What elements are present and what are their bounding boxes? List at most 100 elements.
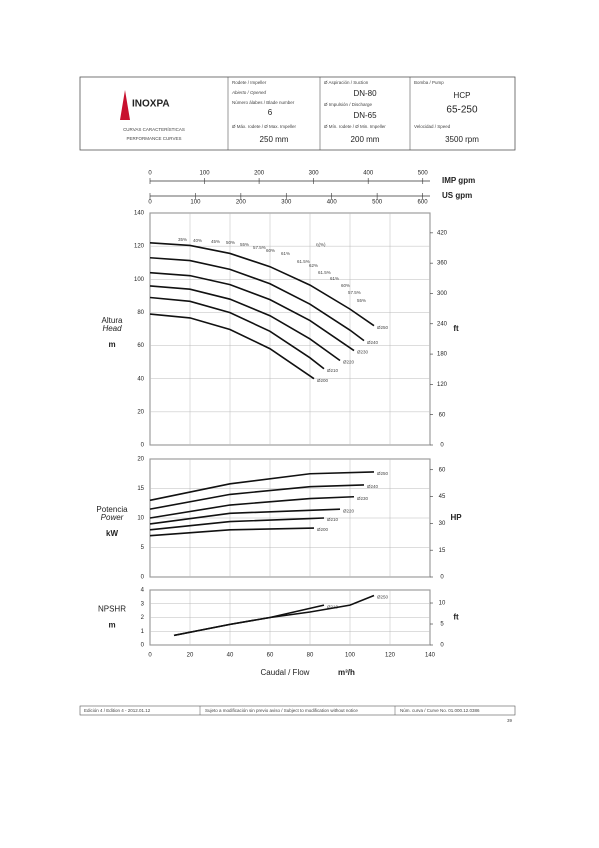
efficiency-label: 55% (240, 242, 249, 247)
y-tick-label: 80 (137, 310, 144, 316)
y2-tick-label: 5 (440, 622, 444, 628)
field-value: Abierto / Opened (231, 90, 267, 95)
curve (149, 242, 375, 327)
y2-unit: ft (453, 613, 459, 622)
curve-label: Ø240 (367, 484, 379, 489)
y2-tick-label: 30 (439, 521, 446, 527)
y-tick-label: 0 (141, 643, 145, 649)
field-label: Bomba / Pump (414, 80, 444, 85)
y-tick-label: 1 (141, 629, 145, 635)
y-tick-label: 60 (137, 343, 144, 349)
curve (149, 517, 325, 531)
efficiency-label: 60% (341, 283, 350, 288)
curve-label: Ø210 (327, 604, 339, 609)
curve-label: Ø250 (377, 471, 389, 476)
curve (173, 594, 375, 637)
curve-label: Ø210 (327, 517, 339, 522)
y-tick-label: 10 (137, 516, 144, 522)
top-tick-label: 600 (418, 200, 429, 206)
efficiency-label: 55% (357, 298, 366, 303)
curve-label: Ø220 (343, 360, 355, 365)
y2-tick-label: 45 (439, 494, 446, 500)
efficiency-label: 50% (226, 240, 235, 245)
y-tick-label: 15 (137, 486, 144, 492)
curve (149, 313, 315, 380)
field-label: Ø Aspiración / Suction (324, 80, 369, 85)
y-tick-label: 120 (134, 244, 145, 250)
y-tick-label: 0 (141, 575, 145, 581)
curve (149, 508, 341, 525)
field-label: Ø Máx. rodete / Ø Max. Impeller (232, 124, 297, 129)
x-tick-label: 20 (187, 653, 194, 659)
efficiency-label: 61.5% (318, 270, 331, 275)
curve (149, 495, 355, 519)
y-tick-label: 2 (141, 615, 145, 621)
field-value: 6 (268, 108, 273, 117)
top-tick-label: 400 (327, 200, 338, 206)
curve-label: Ø200 (317, 527, 329, 532)
y2-tick-label: 0 (440, 643, 444, 649)
efficiency-label: 61% (330, 276, 339, 281)
x-tick-label: 120 (385, 653, 396, 659)
efficiency-label: 61.5% (297, 259, 310, 264)
field-label: Ø Impulsión / Discharge (324, 102, 373, 107)
subtitle: PERFORMANCE CURVES (127, 136, 182, 141)
curve-label: Ø210 (327, 368, 339, 373)
y2-tick-label: 420 (437, 230, 448, 236)
efficiency-label: 45% (211, 239, 220, 244)
x-tick-label: 80 (307, 653, 314, 659)
footer-frame (79, 705, 516, 716)
y-unit: m (108, 621, 115, 630)
field-value: 3500 rpm (445, 135, 479, 144)
top-tick-label: 500 (372, 200, 383, 206)
efficiency-label: 57.5% (348, 290, 361, 295)
y2-tick-label: 10 (439, 601, 446, 607)
y-tick-label: 100 (134, 277, 145, 283)
y2-tick-label: 300 (437, 291, 448, 297)
y-tick-label: 0 (141, 443, 145, 449)
efficiency-label: 35% (178, 237, 187, 242)
y2-tick-label: 360 (437, 261, 448, 267)
y-tick-label: 5 (141, 545, 145, 551)
y2-unit: HP (450, 513, 462, 522)
field-value: HCP (454, 91, 471, 100)
y-unit: kW (106, 529, 118, 538)
curve (149, 285, 341, 362)
y-tick-label: 4 (141, 588, 145, 594)
y2-unit: ft (453, 324, 459, 333)
top-tick-label: 500 (418, 171, 429, 177)
x-unit: m³/h (338, 668, 355, 677)
efficiency-label: 57.5% (253, 245, 266, 250)
field-label: Rodete / Impeller (232, 80, 267, 85)
top-tick-label: 200 (236, 200, 247, 206)
x-tick-label: 140 (425, 653, 436, 659)
top-axis-label: IMP gpm (442, 176, 475, 185)
subtitle: CURVAS CARACTERÍSTICAS (123, 126, 185, 132)
y-tick-label: 20 (137, 457, 144, 463)
curve (149, 484, 365, 510)
curve (149, 296, 325, 370)
top-tick-label: 100 (200, 171, 211, 177)
curve-label: Ø250 (377, 325, 389, 330)
field-value: DN-80 (353, 89, 377, 98)
curve-label: Ø250 (377, 595, 389, 600)
x-tick-label: 60 (267, 653, 274, 659)
y-tick-label: 20 (137, 409, 144, 415)
field-value: 65-250 (446, 105, 478, 116)
curve (149, 256, 365, 342)
field-label: Ø Mín. rodete / Ø Min. Impeller (324, 124, 386, 129)
y-tick-label: 140 (134, 211, 145, 217)
y-unit: m (108, 340, 115, 349)
x-label: Caudal / Flow (261, 668, 310, 677)
y2-tick-label: 120 (437, 382, 448, 388)
top-tick-label: 100 (190, 200, 201, 206)
x-tick-label: 0 (148, 653, 152, 659)
y-tick-label: 3 (141, 601, 145, 607)
header-frame (79, 76, 516, 151)
y2-tick-label: 60 (439, 412, 446, 418)
top-tick-label: 0 (148, 171, 152, 177)
logo-text: INOXPA (132, 99, 170, 110)
y2-tick-label: 15 (439, 548, 446, 554)
field-value: 200 mm (351, 135, 380, 144)
